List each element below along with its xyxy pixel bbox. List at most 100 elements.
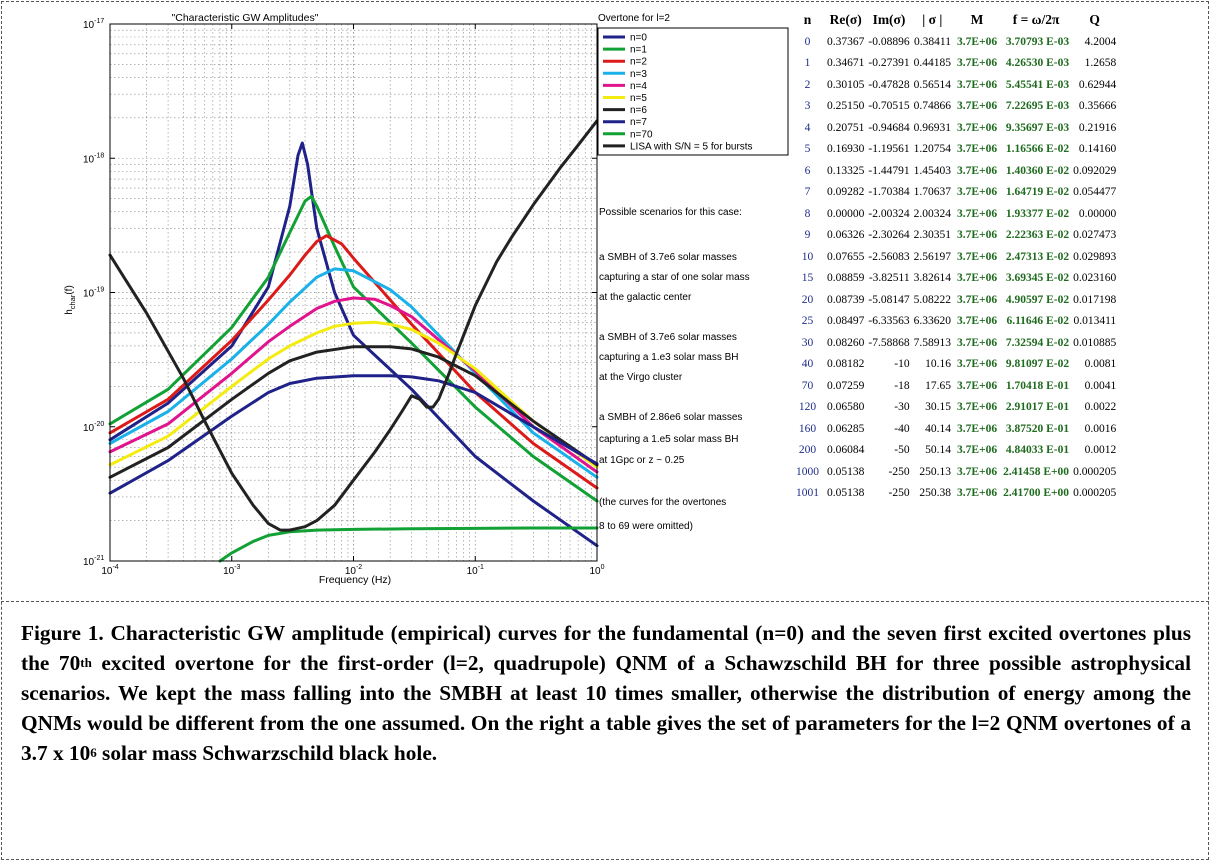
- col-im-sigma-cell: -0.08896: [868, 35, 910, 48]
- col-frequency-cell: 4.90597 E-02: [1005, 293, 1070, 306]
- col-abs-sigma-cell: 17.65: [925, 379, 951, 392]
- table-row: 160 0.06285 -40 40.14 3.7E+06 3.87520 E-01 0.0…: [790, 418, 1118, 440]
- annotation-text: capturing a 1.e3 solar mass BH: [599, 352, 739, 363]
- col-q-cell: 0.092029: [1073, 164, 1117, 177]
- col-n-cell: 15: [801, 272, 814, 285]
- series-line: [108, 234, 599, 490]
- col-n-cell: 30: [801, 336, 814, 349]
- col-frequency-cell: 1.64719 E-02: [1005, 186, 1070, 199]
- col-re-sigma-cell: 0.25150: [827, 100, 865, 113]
- annotation-text: Possible scenarios for this case:: [599, 207, 742, 218]
- table-row: 200 0.06084 -50 50.14 3.7E+06 4.84033 E-01 0.0…: [790, 440, 1118, 462]
- table-row: 3 0.25150 -0.70515 0.74866 3.7E+06 7.22695 E-…: [790, 96, 1118, 118]
- x-axis-label: Frequency (Hz): [319, 574, 391, 586]
- col-re-sigma-cell: 0.30105: [827, 78, 865, 91]
- legend-label: n=6: [630, 105, 647, 116]
- col-mass-cell: 3.7E+06: [956, 207, 998, 220]
- col-frequency-cell: 7.22695 E-03: [1005, 100, 1070, 113]
- col-re-sigma-cell: 0.16930: [827, 143, 865, 156]
- col-mass-cell: 3.7E+06: [956, 100, 998, 113]
- col-n-header: n: [803, 12, 812, 27]
- legend-label: n=2: [630, 57, 647, 68]
- x-tick-label: 10-3: [223, 564, 240, 577]
- col-im-sigma-cell: -10: [894, 358, 910, 371]
- table-row: 5 0.16930 -1.19561 1.20754 3.7E+06 1.16566 E-…: [790, 139, 1118, 161]
- col-q-cell: 0.0022: [1084, 401, 1117, 414]
- col-mass-header: M: [970, 12, 984, 27]
- table-row: 7 0.09282 -1.70384 1.70637 3.7E+06 1.64719 E-…: [790, 182, 1118, 204]
- table-row: 15 0.08859 -3.82511 3.82614 3.7E+06 3.69345 E…: [790, 268, 1118, 290]
- col-im-sigma-cell: -6.33563: [868, 315, 910, 328]
- col-re-sigma-cell: 0.08859: [827, 272, 865, 285]
- col-re-sigma-cell: 0.08260: [827, 336, 865, 349]
- caption-sup-th: th: [80, 655, 92, 670]
- col-abs-sigma-cell: 0.74866: [913, 100, 951, 113]
- col-mass-cell: 3.7E+06: [956, 444, 998, 457]
- col-frequency-cell: 5.45541 E-03: [1005, 78, 1070, 91]
- col-frequency-cell: 2.41700 E+00: [1003, 487, 1070, 500]
- col-re-sigma-cell: 0.09282: [827, 186, 865, 199]
- table-row: 4 0.20751 -0.94684 0.96931 3.7E+06 9.35697 E-…: [790, 117, 1118, 139]
- col-frequency-cell: 2.91017 E-01: [1005, 401, 1070, 414]
- col-mass-cell: 3.7E+06: [956, 57, 998, 70]
- gw-amplitude-chart: "Characteristic GW Amplitudes" Frequency…: [64, 12, 789, 586]
- table-row: 2 0.30105 -0.47828 0.56514 3.7E+06 5.45541 E-…: [790, 74, 1118, 96]
- col-abs-sigma-cell: 1.70637: [913, 186, 951, 199]
- col-im-sigma-cell: -5.08147: [868, 293, 910, 306]
- col-re-sigma-cell: 0.06326: [827, 229, 865, 242]
- col-q-cell: 0.010885: [1073, 336, 1117, 349]
- col-re-sigma-header: Re(σ): [829, 12, 862, 27]
- col-frequency-cell: 2.22363 E-02: [1005, 229, 1070, 242]
- y-tick-label: 10-20: [83, 421, 104, 434]
- col-re-sigma-cell: 0.37367: [827, 35, 865, 48]
- col-q-cell: 0.023160: [1073, 272, 1117, 285]
- table-row: 120 0.06580 -30 30.15 3.7E+06 2.91017 E-01 0.0…: [790, 397, 1118, 419]
- annotation-text: at the Virgo cluster: [599, 372, 683, 383]
- x-tick-label: 10-2: [345, 564, 362, 577]
- x-tick-label: 10-4: [101, 564, 118, 577]
- scenario-annotations: Possible scenarios for this case: a SMBH …: [599, 207, 750, 532]
- col-mass-cell: 3.7E+06: [956, 358, 998, 371]
- col-frequency-cell: 6.11646 E-02: [1006, 315, 1070, 328]
- col-im-sigma-cell: -18: [894, 379, 910, 392]
- col-re-sigma-cell: 0.34671: [827, 57, 865, 70]
- col-re-sigma-cell: 0.06285: [827, 422, 865, 435]
- col-n-cell: 8: [804, 207, 811, 220]
- col-im-sigma-cell: -1.19561: [868, 143, 910, 156]
- col-abs-sigma-cell: 2.56197: [913, 250, 951, 263]
- svg-text:hchar(f): hchar(f): [64, 285, 77, 315]
- table-row: 6 0.13325 -1.44791 1.45403 3.7E+06 1.40360 E-…: [790, 160, 1118, 182]
- series-line: [108, 345, 599, 479]
- col-frequency-cell: 9.81097 E-02: [1005, 358, 1070, 371]
- col-im-sigma-cell: -30: [894, 401, 910, 414]
- y-tick-label: 10-19: [83, 287, 104, 300]
- col-abs-sigma-cell: 30.15: [925, 401, 951, 414]
- col-n-cell: 1: [804, 57, 811, 70]
- col-im-sigma-header: Im(σ): [872, 12, 906, 27]
- col-mass-cell: 3.7E+06: [956, 293, 998, 306]
- col-q-cell: 0.054477: [1073, 186, 1117, 199]
- annotation-text: capturing a 1.e5 solar mass BH: [599, 434, 739, 445]
- col-im-sigma-cell: -2.56083: [868, 250, 910, 263]
- annotation-text: a SMBH of 3.7e6 solar masses: [599, 332, 737, 343]
- col-n-cell: 200: [798, 444, 817, 457]
- col-im-sigma-cell: -0.70515: [868, 100, 910, 113]
- col-frequency-cell: 4.84033 E-01: [1005, 444, 1070, 457]
- col-frequency-cell: 4.26530 E-03: [1005, 57, 1070, 70]
- col-n-cell: 1000: [796, 465, 819, 478]
- table-row: 30 0.08260 -7.58868 7.58913 3.7E+06 7.32594 E…: [790, 332, 1118, 354]
- col-abs-sigma-cell: 250.38: [919, 487, 951, 500]
- col-n-cell: 70: [801, 379, 814, 392]
- legend-label: n=3: [630, 69, 647, 80]
- col-im-sigma-cell: -250: [888, 465, 910, 478]
- col-re-sigma-cell: 0.06084: [827, 444, 865, 457]
- annotation-text: (the curves for the overtones: [599, 497, 726, 508]
- col-mass-cell: 3.7E+06: [956, 186, 998, 199]
- col-abs-sigma-cell: 40.14: [925, 422, 951, 435]
- col-n-cell: 10: [801, 250, 814, 263]
- legend-label: n=1: [630, 45, 647, 56]
- col-q-cell: 0.14160: [1078, 143, 1117, 156]
- col-n-cell: 40: [801, 358, 814, 371]
